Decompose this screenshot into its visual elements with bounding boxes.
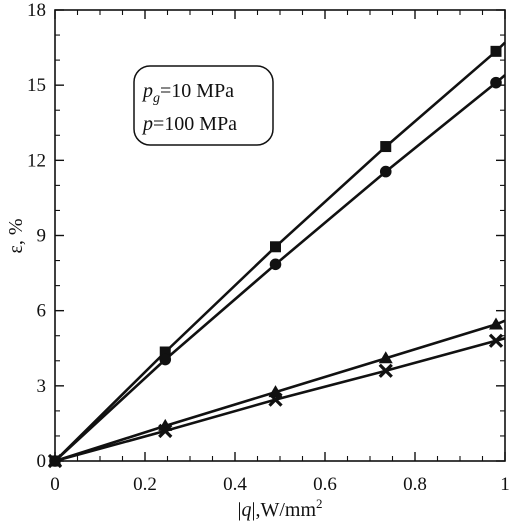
data-point-circle [159,353,172,366]
plot-frame [54,9,506,462]
data-point-triangle [489,317,503,330]
x-tick-label: 0.4 [223,474,247,495]
y-tick-label: 6 [37,301,47,322]
data-point-square [270,241,281,253]
data-point-square [490,45,502,57]
annotation-line-1: pg=10 MPa [141,80,234,106]
series-layer [47,41,506,469]
data-point-triangle [378,351,393,364]
series-line-triangle [54,319,506,463]
x-tick-label: 1 [500,474,510,495]
data-point-cross [378,363,393,378]
y-tick-label: 0 [37,451,47,472]
y-tick-label: 12 [27,150,46,171]
data-point-square [380,141,392,153]
series-cross [47,333,506,469]
data-point-circle [490,76,502,89]
annotation-box: pg=10 MPa p=100 MPa [133,65,274,146]
data-point-cross [268,392,283,407]
y-tick-label: 9 [37,226,47,247]
x-tick-label: 0.6 [313,474,337,495]
y-tick-label: 15 [27,75,46,96]
series-circle [49,74,506,467]
y-tick-label: 3 [37,376,47,397]
data-point-circle [379,165,392,178]
x-tick-label: 0.2 [133,474,157,495]
data-point-square [159,346,171,358]
tick-labels: 0 0.2 0.4 0.6 0.8 1 0 3 6 9 12 15 18 [27,0,510,495]
x-tick-label: 0.8 [403,474,427,495]
y-axis-title: ε, % [5,218,27,253]
x-tick-label: 0 [50,474,60,495]
data-point-cross [488,333,504,348]
data-point-circle [269,258,282,271]
data-point-cross [158,423,173,439]
annotation-line-2: p=100 MPa [141,113,237,135]
y-tick-label: 18 [27,0,46,21]
x-axis-title: |q|,W/mm2 [237,496,322,521]
